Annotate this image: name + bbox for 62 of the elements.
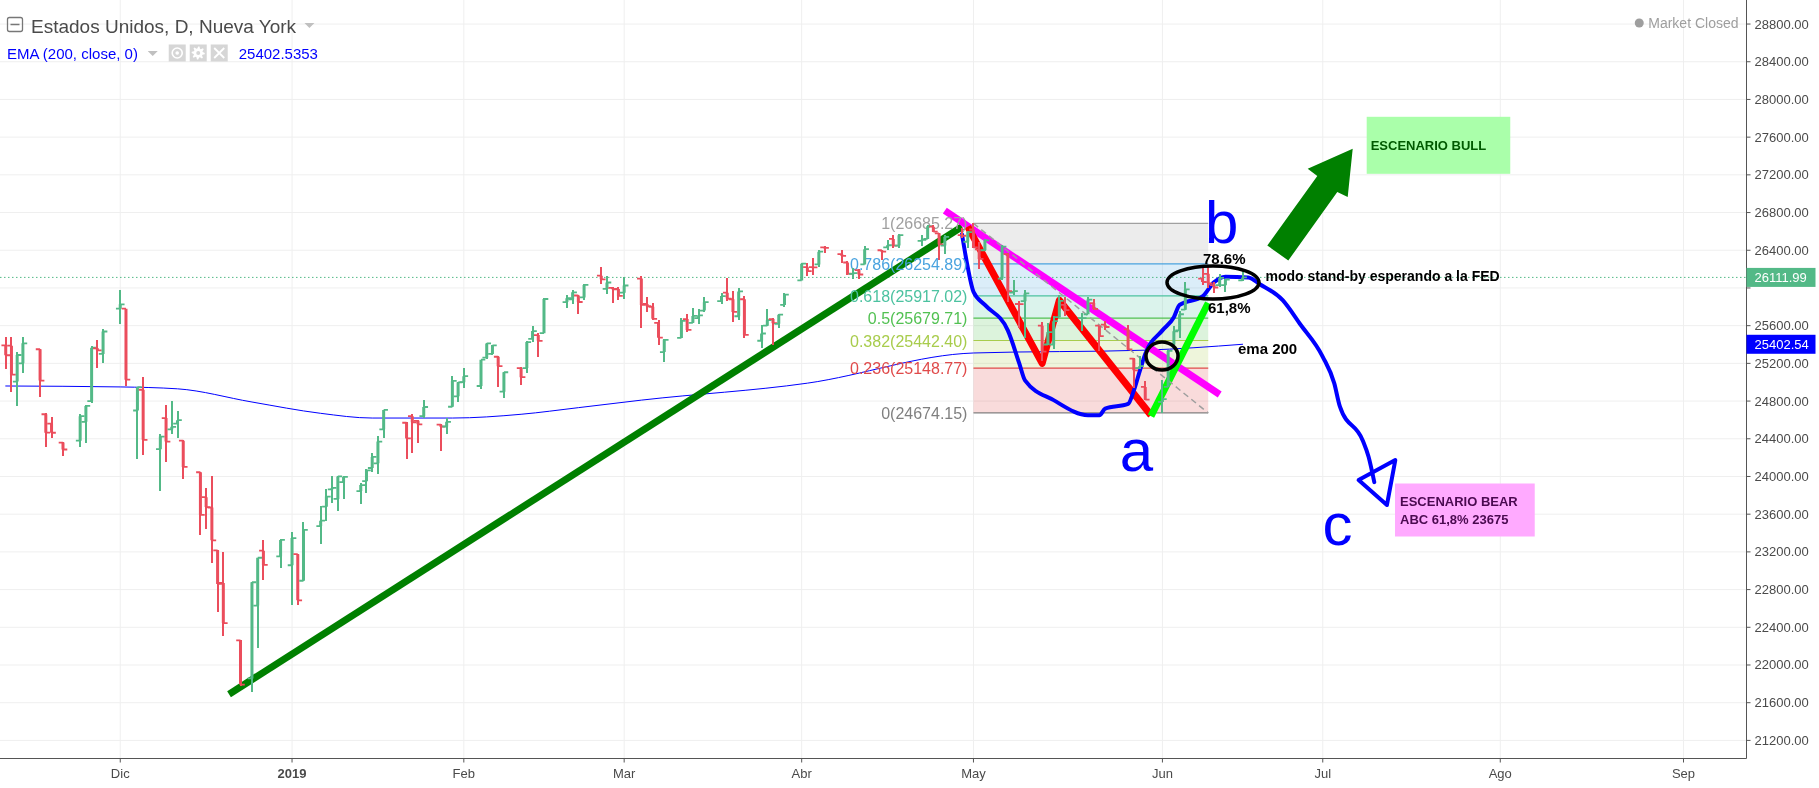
x-tick-label: Sep xyxy=(1671,765,1696,781)
candlestick xyxy=(499,370,509,400)
candlestick xyxy=(1140,380,1150,402)
x-tick-label: Jul xyxy=(1314,765,1332,781)
candlestick xyxy=(93,339,102,370)
candlestick xyxy=(516,366,526,387)
annotation: Market Closed xyxy=(1648,15,1739,31)
candlestick xyxy=(1014,300,1024,330)
y-tick-label: 28400.00 xyxy=(1754,54,1809,70)
candlestick xyxy=(259,539,268,582)
y-tick-label: 25200.00 xyxy=(1754,355,1809,371)
y-tick-label: 24000.00 xyxy=(1754,468,1809,484)
ref-line-label: 26111.99 xyxy=(1754,269,1807,285)
series-label: 0(24674.15) xyxy=(881,404,968,422)
y-tick-label: 25600.00 xyxy=(1754,318,1809,334)
annotation: ESCENARIO BULL xyxy=(1370,137,1487,153)
annotation: 61,8% xyxy=(1208,298,1251,316)
candlestick xyxy=(654,319,663,347)
text: EMA (200, close, 0) xyxy=(7,44,138,62)
candlestick xyxy=(276,538,285,569)
y-tick-label: 22000.00 xyxy=(1754,657,1809,673)
annotation: a xyxy=(1119,416,1154,484)
y-tick-label: 24400.00 xyxy=(1754,431,1809,447)
x-tick-label: Dic xyxy=(110,765,131,781)
candlestick xyxy=(1095,324,1104,353)
y-tick-label: 22400.00 xyxy=(1754,619,1809,635)
candlestick xyxy=(533,332,543,359)
y-tick-label: 23600.00 xyxy=(1754,506,1809,522)
y-tick-label: 23200.00 xyxy=(1754,544,1809,560)
y-tick-label: 22800.00 xyxy=(1754,582,1809,598)
candlestick xyxy=(379,408,388,439)
x-tick-label: 2019 xyxy=(277,765,307,781)
candlestick xyxy=(1060,296,1070,318)
y-tick-label: 28000.00 xyxy=(1754,91,1809,107)
candlestick xyxy=(659,337,669,364)
annotation: c xyxy=(1322,490,1353,558)
candlestick xyxy=(156,433,165,492)
x-tick-label: Abr xyxy=(791,765,813,781)
y-tick-label: 26400.00 xyxy=(1754,242,1809,258)
y-tick-label: 21200.00 xyxy=(1754,732,1809,748)
y-tick-label: 21600.00 xyxy=(1754,695,1809,711)
candlestick xyxy=(115,288,125,326)
x-tick-label: May xyxy=(961,765,987,781)
annotation: modo stand-by esperando a la FED xyxy=(1265,267,1500,284)
y-tick-label: 27200.00 xyxy=(1754,167,1809,183)
y-tick-label: 26800.00 xyxy=(1754,205,1809,221)
series-label: 0.382(25442.40) xyxy=(850,332,968,350)
annotation: 25402.5353 xyxy=(238,44,318,62)
x-tick-label: Jun xyxy=(1151,765,1173,781)
candlestick xyxy=(493,355,503,389)
y-tick-label: 24800.00 xyxy=(1754,393,1809,409)
x-tick-label: Mar xyxy=(612,765,637,781)
series-label: 0.5(25679.71) xyxy=(867,309,968,327)
x-tick-label: Ago xyxy=(1488,765,1512,781)
annotation: ema 200 xyxy=(1238,339,1298,357)
y-tick-label: 27600.00 xyxy=(1754,129,1809,145)
y-tick-label: 28800.00 xyxy=(1754,16,1809,32)
text: Estados Unidos, D, Nueva York xyxy=(31,15,297,37)
annotation: ESCENARIO BEAR ABC 61,8% 23675 xyxy=(1400,493,1519,527)
candlestick xyxy=(677,317,686,339)
text: 25402.54 xyxy=(1754,336,1809,352)
x-tick-label: Feb xyxy=(452,765,476,781)
